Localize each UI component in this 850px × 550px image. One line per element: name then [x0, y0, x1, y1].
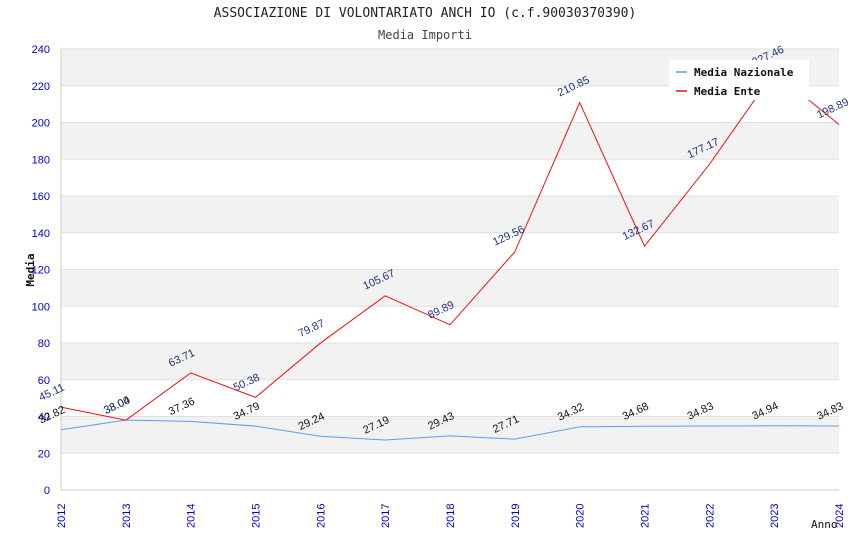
y-tick-label: 240 — [32, 44, 50, 56]
y-tick-label: 220 — [32, 81, 50, 93]
grid-band — [61, 232, 839, 270]
chart-title: ASSOCIAZIONE DI VOLONTARIATO ANCH IO (c.… — [213, 6, 637, 21]
x-tick-label: 2016 — [315, 504, 327, 528]
grid-band — [61, 122, 839, 160]
series-line-media-ente — [60, 71, 840, 421]
y-tick-label: 80 — [38, 338, 50, 350]
x-axis: 2012 2013 2014 2015 2016 2017 2018 2019 2020 2021… — [56, 504, 846, 528]
x-tick-label: 2017 — [380, 504, 392, 528]
y-tick-label: 140 — [32, 228, 50, 240]
chart-subtitle: Media Importi — [378, 28, 472, 42]
y-tick-label: 200 — [32, 118, 50, 130]
x-tick-label: 2020 — [575, 504, 587, 528]
legend-entry: Media Ente — [694, 85, 761, 98]
y-tick-label: 160 — [32, 191, 50, 203]
legend-entry: Media Nazionale — [694, 66, 794, 79]
grid-band — [61, 343, 839, 380]
grid-band — [61, 416, 839, 454]
x-axis-label: Anno — [811, 518, 838, 531]
y-tick-label: 20 — [38, 448, 50, 460]
grid-band — [61, 196, 839, 233]
legend: Media Nazionale Media Ente — [669, 60, 809, 100]
y-axis-label: Media — [24, 253, 37, 286]
x-tick-label: 2013 — [121, 504, 133, 528]
grid-band — [61, 269, 839, 307]
y-axis: 0 20 40 60 80 100 120 140 160 180 200 220 240 — [32, 44, 50, 497]
y-tick-label: 120 — [32, 265, 50, 277]
x-tick-label: 2018 — [445, 504, 457, 528]
y-tick-label: 60 — [38, 375, 50, 387]
x-tick-label: 2022 — [704, 504, 716, 528]
grid-band — [61, 379, 839, 417]
grid-band — [61, 159, 839, 196]
series-lines — [60, 71, 840, 441]
y-tick-label: 0 — [44, 485, 50, 497]
grid-band — [61, 453, 839, 490]
x-tick-label: 2021 — [640, 504, 652, 528]
x-tick-label: 2012 — [56, 504, 68, 528]
series-line-media-nazionale — [60, 419, 840, 441]
x-tick-label: 2014 — [186, 504, 198, 528]
x-tick-label: 2015 — [251, 504, 263, 528]
x-tick-label: 2023 — [769, 504, 781, 528]
y-tick-label: 100 — [32, 301, 50, 313]
legend-box — [669, 60, 809, 100]
x-tick-label: 2024 — [834, 504, 846, 528]
y-tick-label: 180 — [32, 154, 50, 166]
y-tick-label: 40 — [38, 412, 50, 424]
x-tick-label: 2019 — [510, 504, 522, 528]
